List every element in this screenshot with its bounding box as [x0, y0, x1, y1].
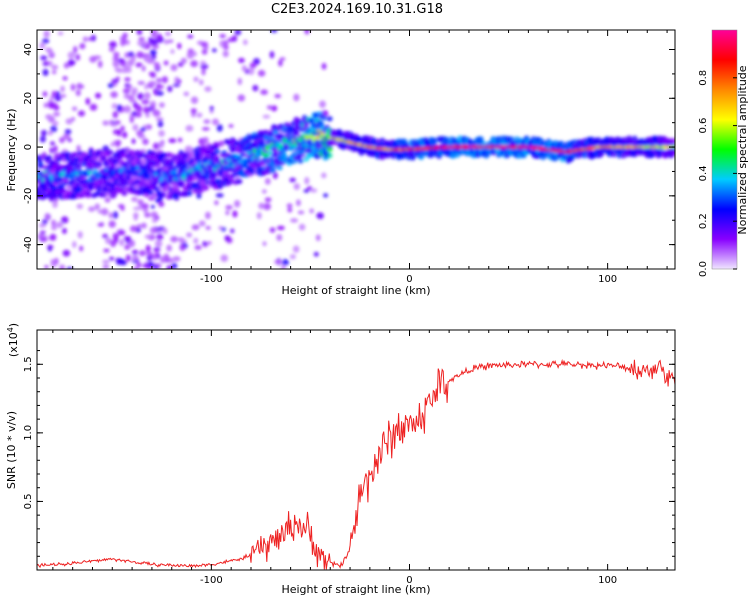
spectrogram-x-tick-label: 0	[406, 274, 412, 285]
spectrogram-x-tick-label: 100	[598, 274, 617, 285]
spectrogram-y-tick-label: -40	[23, 236, 34, 252]
snr-series-line	[37, 358, 675, 570]
colorbar-label: Normalized spectral amplitude	[736, 65, 749, 234]
y-axis-label-top: Frequency (Hz)	[5, 109, 18, 192]
colorbar-tick-label: 0.8	[698, 70, 709, 86]
colorbar-tick-label: 0.4	[698, 165, 709, 181]
spectrogram-y-tick-label: -20	[23, 188, 34, 204]
spectrogram-speckles	[37, 30, 675, 269]
spectrogram-axes: -100 0 100 -40 -20 0 20 40	[23, 29, 676, 285]
x-axis-label-top: Height of straight line (km)	[281, 284, 430, 297]
snr-x-tick-label: -100	[200, 575, 223, 586]
spectrogram-y-tick-label: 20	[23, 92, 34, 105]
chart-title: C2E3.2024.169.10.31.G18	[270, 2, 444, 17]
y-axis-label-bottom: SNR (10 * v/v)	[5, 411, 18, 489]
spectrogram-panel: -100 0 100 -40 -20 0 20 40	[23, 29, 676, 285]
y-multiplier: (x104)	[6, 323, 20, 357]
spectrogram-y-tick-label: 0	[23, 144, 34, 150]
colorbar-tick-label: 0.0	[698, 261, 709, 277]
colorbar-gradient	[712, 30, 737, 269]
x-axis-label-bottom: Height of straight line (km)	[281, 583, 430, 596]
snr-panel: -100 0 100 0.5 1.0 1.5 (x104)	[6, 323, 676, 586]
snr-axes: -100 0 100 0.5 1.0 1.5	[23, 329, 676, 586]
colorbar-tick-label: 0.6	[698, 118, 709, 134]
snr-y-tick-label: 0.5	[23, 493, 34, 509]
snr-y-tick-label: 1.0	[23, 425, 34, 441]
snr-x-tick-label: 0	[406, 575, 412, 586]
spectrogram-x-tick-label: -100	[200, 274, 223, 285]
colorbar-tick-label: 0.2	[698, 213, 709, 229]
spectrogram-y-tick-label: 40	[23, 43, 34, 56]
snr-x-tick-label: 100	[598, 575, 617, 586]
snr-frame	[36, 329, 676, 571]
spectrogram-frame	[36, 29, 676, 270]
spectrogram-image	[37, 30, 675, 269]
colorbar: 0.0 0.2 0.4 0.6 0.8 Normalized spectral ampl…	[698, 29, 749, 277]
snr-y-tick-label: 1.5	[23, 356, 34, 372]
